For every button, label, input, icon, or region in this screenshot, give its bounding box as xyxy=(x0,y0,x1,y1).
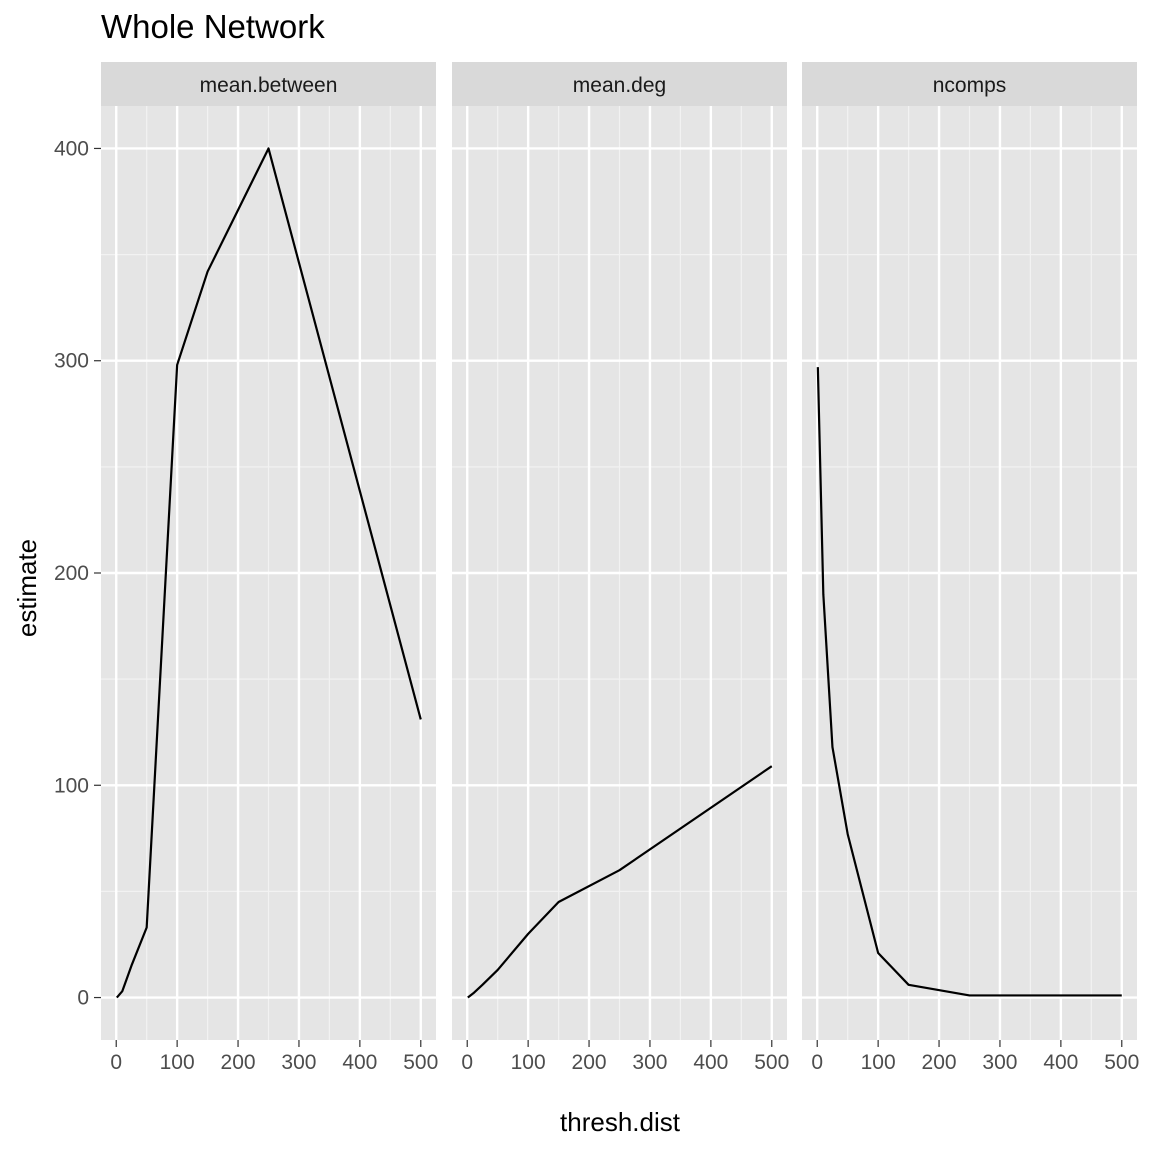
series-line-ncomps xyxy=(816,367,1122,997)
chart-title: Whole Network xyxy=(101,8,325,45)
facet-panels: mean.between 0 100 200 300 400 500 mean.deg 0 100… xyxy=(101,62,1139,1074)
y-tick-label: 300 xyxy=(54,350,89,373)
x-tick-label: 500 xyxy=(754,1051,789,1074)
x-tick-label: 300 xyxy=(632,1051,667,1074)
y-tick-label: 400 xyxy=(54,137,89,160)
facet-strip xyxy=(802,62,1137,106)
facet-panel-1: mean.between 0 100 200 300 400 500 xyxy=(101,62,438,1074)
y-axis-title: estimate xyxy=(12,539,42,637)
facet-strip-label: mean.between xyxy=(200,74,338,97)
y-axis: 0 100 200 300 400 xyxy=(54,137,101,1010)
facet-panel-3: ncomps 0 100 200 300 400 500 xyxy=(802,62,1139,1074)
series-line-mean.deg xyxy=(467,765,773,999)
x-tick-label: 500 xyxy=(1104,1051,1139,1074)
x-tick-label: 300 xyxy=(281,1051,316,1074)
y-tick-label: 100 xyxy=(54,774,89,797)
facet-panel-2: mean.deg 0 100 200 300 400 500 xyxy=(452,62,789,1074)
facet-strip-label: mean.deg xyxy=(573,74,666,97)
y-tick-label: 200 xyxy=(54,562,89,585)
x-tick-label: 300 xyxy=(982,1051,1017,1074)
facet-strip xyxy=(101,62,436,106)
x-tick-label: 100 xyxy=(511,1051,546,1074)
x-tick-label: 0 xyxy=(110,1051,122,1074)
x-tick-label: 400 xyxy=(693,1051,728,1074)
x-tick-label: 200 xyxy=(221,1051,256,1074)
facet-strip-label: ncomps xyxy=(933,74,1007,97)
x-tick-label: 0 xyxy=(461,1051,473,1074)
y-tick-label: 0 xyxy=(77,987,89,1010)
x-tick-label: 100 xyxy=(861,1051,896,1074)
x-tick-label: 200 xyxy=(922,1051,957,1074)
x-tick-label: 400 xyxy=(342,1051,377,1074)
facet-strip xyxy=(452,62,787,106)
series-line-mean.between xyxy=(116,147,422,999)
x-tick-label: 0 xyxy=(811,1051,823,1074)
x-tick-label: 200 xyxy=(572,1051,607,1074)
x-axis-title: thresh.dist xyxy=(560,1107,681,1137)
x-tick-label: 400 xyxy=(1043,1051,1078,1074)
x-tick-label: 100 xyxy=(160,1051,195,1074)
x-tick-label: 500 xyxy=(403,1051,438,1074)
